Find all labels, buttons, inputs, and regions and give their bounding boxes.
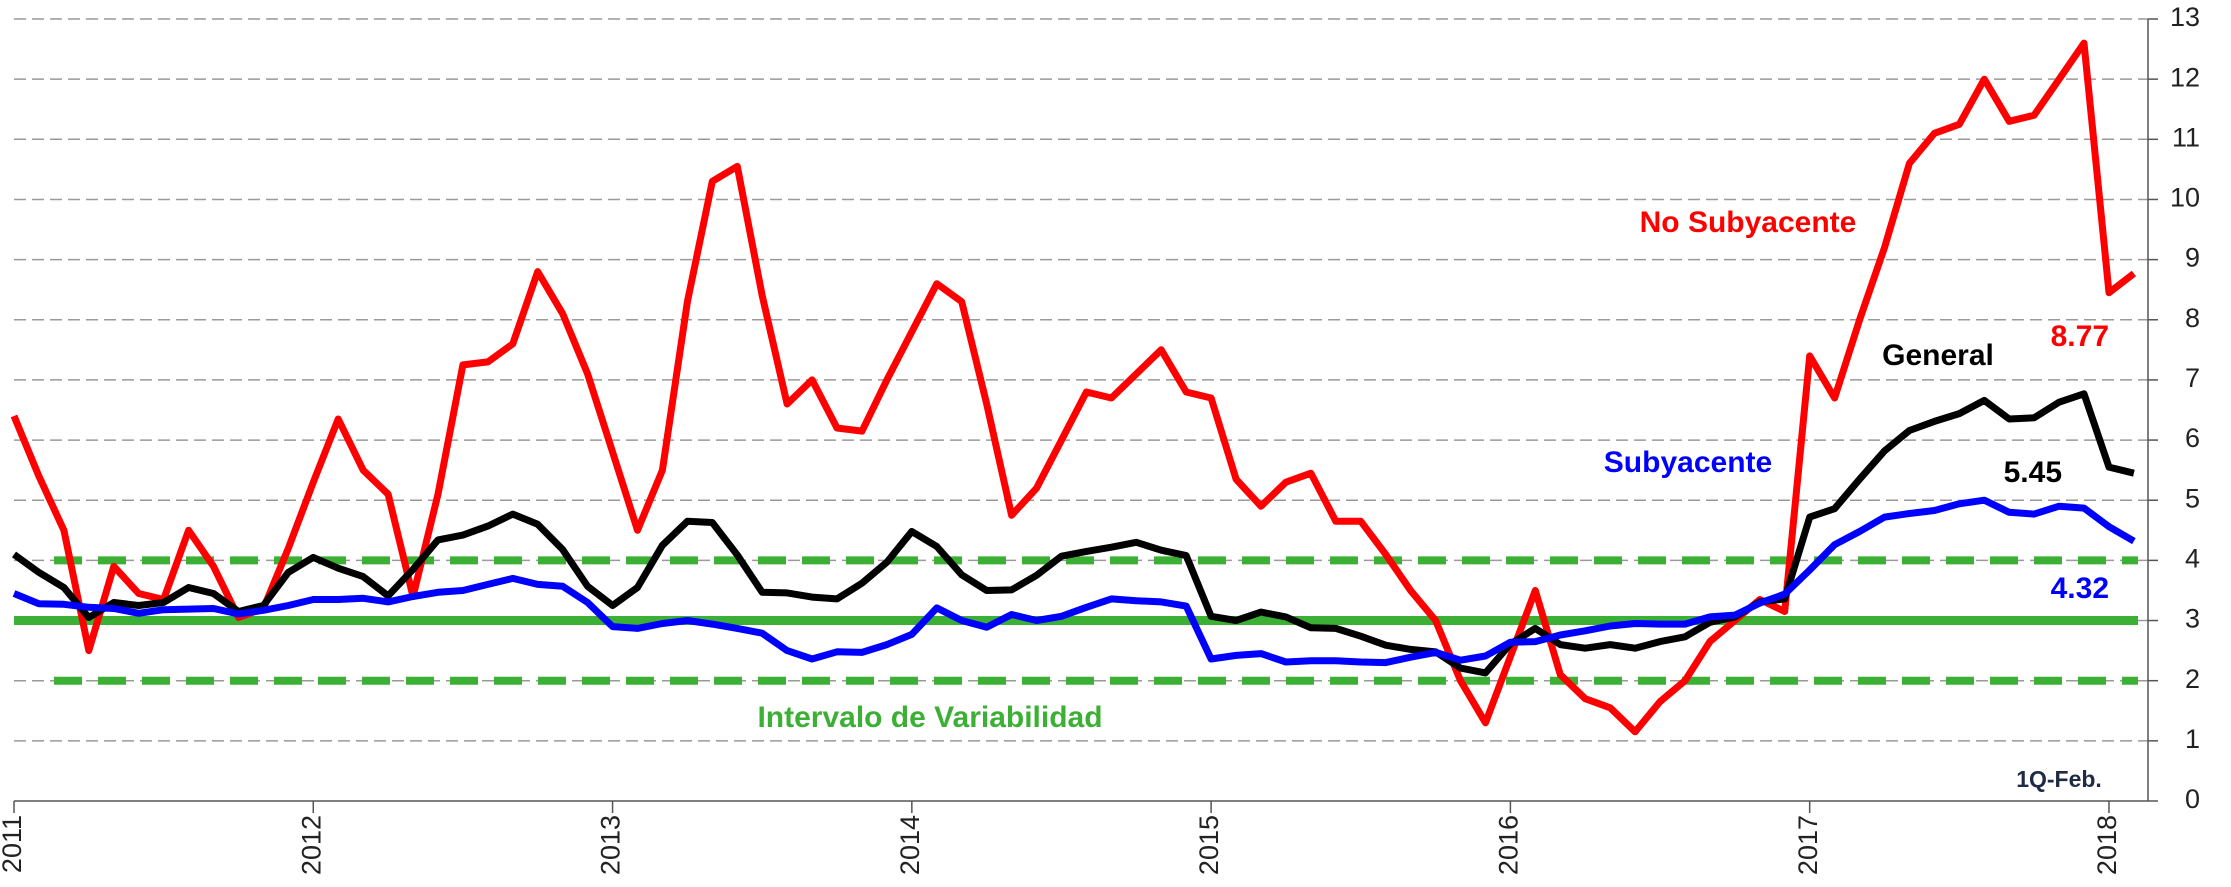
series-line bbox=[12, 496, 2136, 667]
y-tick-label: 0 bbox=[2185, 784, 2200, 814]
band-label: Intervalo de Variabilidad bbox=[757, 701, 1102, 734]
x-tick-label: 2013 bbox=[596, 815, 626, 875]
y-tick-label: 12 bbox=[2170, 62, 2200, 92]
value-label: 8.77 bbox=[2051, 320, 2109, 353]
y-tick-label: 5 bbox=[2185, 483, 2200, 513]
y-tick-label: 11 bbox=[2172, 122, 2200, 152]
annotation: 1Q-Feb. bbox=[2016, 766, 2102, 792]
y-tick-label: 8 bbox=[2185, 303, 2200, 333]
series-line bbox=[10, 39, 2137, 736]
value-label: 4.32 bbox=[2051, 572, 2109, 605]
y-tick-label: 1 bbox=[2185, 724, 2200, 754]
y-tick-label: 10 bbox=[2170, 183, 2200, 213]
series-label: Subyacente bbox=[1604, 446, 1772, 479]
x-tick-label: 2015 bbox=[1194, 815, 1224, 875]
series-label: General bbox=[1882, 339, 1994, 372]
x-tick-label: 2012 bbox=[296, 815, 326, 875]
series-line bbox=[11, 390, 2135, 677]
y-tick-label: 9 bbox=[2185, 243, 2200, 273]
x-tick-label: 2014 bbox=[895, 815, 925, 875]
value-label: 5.45 bbox=[2004, 456, 2062, 489]
series-label: No Subyacente bbox=[1640, 206, 1857, 239]
y-tick-label: 6 bbox=[2185, 423, 2200, 453]
y-tick-label: 13 bbox=[2170, 2, 2200, 32]
x-tick-label: 2011 bbox=[0, 815, 27, 873]
x-tick-label: 2016 bbox=[1494, 815, 1524, 875]
y-tick-label: 2 bbox=[2185, 664, 2200, 694]
x-tick-label: 2018 bbox=[2092, 815, 2122, 875]
y-tick-label: 3 bbox=[2185, 604, 2200, 634]
x-tick-label: 2017 bbox=[1793, 815, 1823, 875]
y-tick-label: 7 bbox=[2185, 363, 2200, 393]
y-tick-label: 4 bbox=[2185, 544, 2200, 574]
